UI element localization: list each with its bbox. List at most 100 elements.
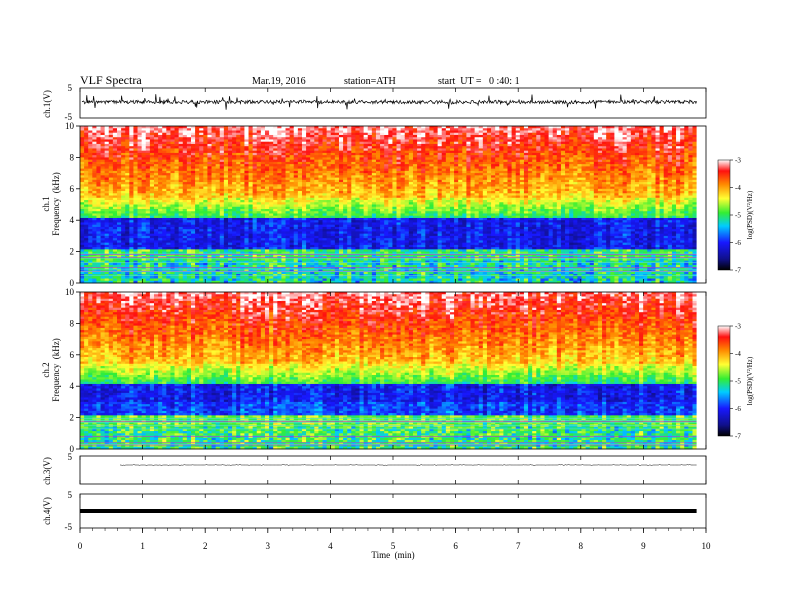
spectrogram-cell [310,184,315,187]
spectrogram-cell [330,253,336,257]
spectrogram-cell [158,265,163,268]
spectrogram-cell [207,253,212,257]
spectrogram-cell [141,164,147,167]
spectrogram-cell [121,148,126,152]
spectrogram-cell [174,182,180,185]
spectrogram-cell [273,262,278,266]
spectrogram-cell [182,204,188,208]
spectrogram-cell [207,126,212,129]
spectrogram-cell [195,269,200,273]
spectrogram-cell [104,143,110,147]
spectrogram-cell [129,166,134,170]
spectrogram-cell [153,166,159,170]
spectrogram-cell [170,215,175,219]
spectrogram-cell [182,193,188,196]
spectrogram-cell [190,197,196,201]
spectrogram-cell [297,238,303,241]
spectrogram-cell [100,276,106,279]
spectrogram-cell [343,175,348,178]
spectrogram-cell [84,175,89,178]
spectrogram-cell [141,215,147,219]
spectrogram-cell [121,166,126,170]
spectrogram-cell [314,253,319,257]
spectrogram-cell [256,128,262,131]
spectrogram-cell [277,247,282,250]
spectrogram-cell [170,249,175,252]
spectrogram-cell [178,146,184,149]
spectrogram-cell [108,148,114,152]
spectrogram-cell [121,278,126,282]
spectrogram-cell [100,170,106,174]
spectrogram-cell [195,141,200,145]
spectrogram-cell [166,244,171,248]
spectrogram-cell [223,247,229,250]
spectrogram-cell [96,240,101,244]
spectrogram-cell [80,191,85,194]
spectrogram-cell [88,258,93,261]
spectrogram-cell [252,184,258,187]
spectrogram-cell [367,231,373,235]
spectrogram-cell [186,265,192,268]
spectrogram-cell [96,249,101,252]
spectrogram-cell [297,159,303,163]
spectrogram-cell [88,280,93,284]
spectrogram-cell [162,231,167,235]
spectrogram-cell [166,146,171,149]
spectrogram-cell [355,159,360,163]
spectrogram-cell [100,200,106,203]
spectrogram-cell [178,182,184,185]
spectrogram-cell [310,159,315,163]
spectrogram-cell [104,222,110,226]
spectrogram-cell [129,217,134,221]
spectrogram-cell [215,262,221,266]
spectrogram-cell [190,134,196,138]
spectrogram-cell [367,262,373,266]
spectrogram-cell [149,224,155,228]
spectrogram-cell [108,141,114,145]
spectrogram-cell [322,262,328,266]
spectrogram-cell [141,193,147,196]
spectrogram-cell [277,168,282,172]
spectrogram-cell [273,159,278,163]
spectrogram-cell [207,233,212,237]
spectrogram-cell [273,206,278,210]
spectrogram-cell [343,262,348,266]
spectrogram-cell [326,191,332,194]
spectrogram-cell [121,137,126,140]
spectrogram-cell [186,251,192,255]
spectrogram-cell [96,146,101,149]
spectrogram-cell [129,143,134,147]
spectrogram-cell [199,202,204,205]
spectrogram-cell [174,220,180,223]
spectrogram-cell [153,238,159,241]
spectrogram-cell [121,195,126,199]
spectrogram-cell [137,148,143,152]
spectrogram-cell [100,164,106,167]
spectrogram-cell [153,265,159,268]
spectrogram-cell [137,238,143,241]
spectrogram-cell [240,137,245,140]
spectrogram-cell [162,229,167,232]
spectrogram-cell [96,161,101,165]
spectrogram-cell [297,247,303,250]
spectrogram-cell [240,159,245,163]
spectrogram-cell [322,206,328,210]
spectrogram-cell [141,217,147,221]
spectrogram-cell [301,253,307,257]
spectrogram-cell [158,170,163,174]
spectrogram-cell [112,240,118,244]
spectrogram-cell [125,170,130,174]
spectrogram-cell [149,235,155,239]
spectrogram-cell [306,184,311,187]
spectrogram-cell [121,188,126,192]
spectrogram-cell [149,208,155,212]
spectrogram-cell [186,132,192,136]
spectrogram-cell [195,130,200,134]
spectrogram-cell [285,175,291,178]
spectrogram-cell [117,186,122,190]
spectrogram-cell [96,170,101,174]
spectrogram-cell [203,269,208,273]
spectrogram-cell [108,161,114,165]
spectrogram-cell [149,231,155,235]
spectrogram-cell [158,186,163,190]
